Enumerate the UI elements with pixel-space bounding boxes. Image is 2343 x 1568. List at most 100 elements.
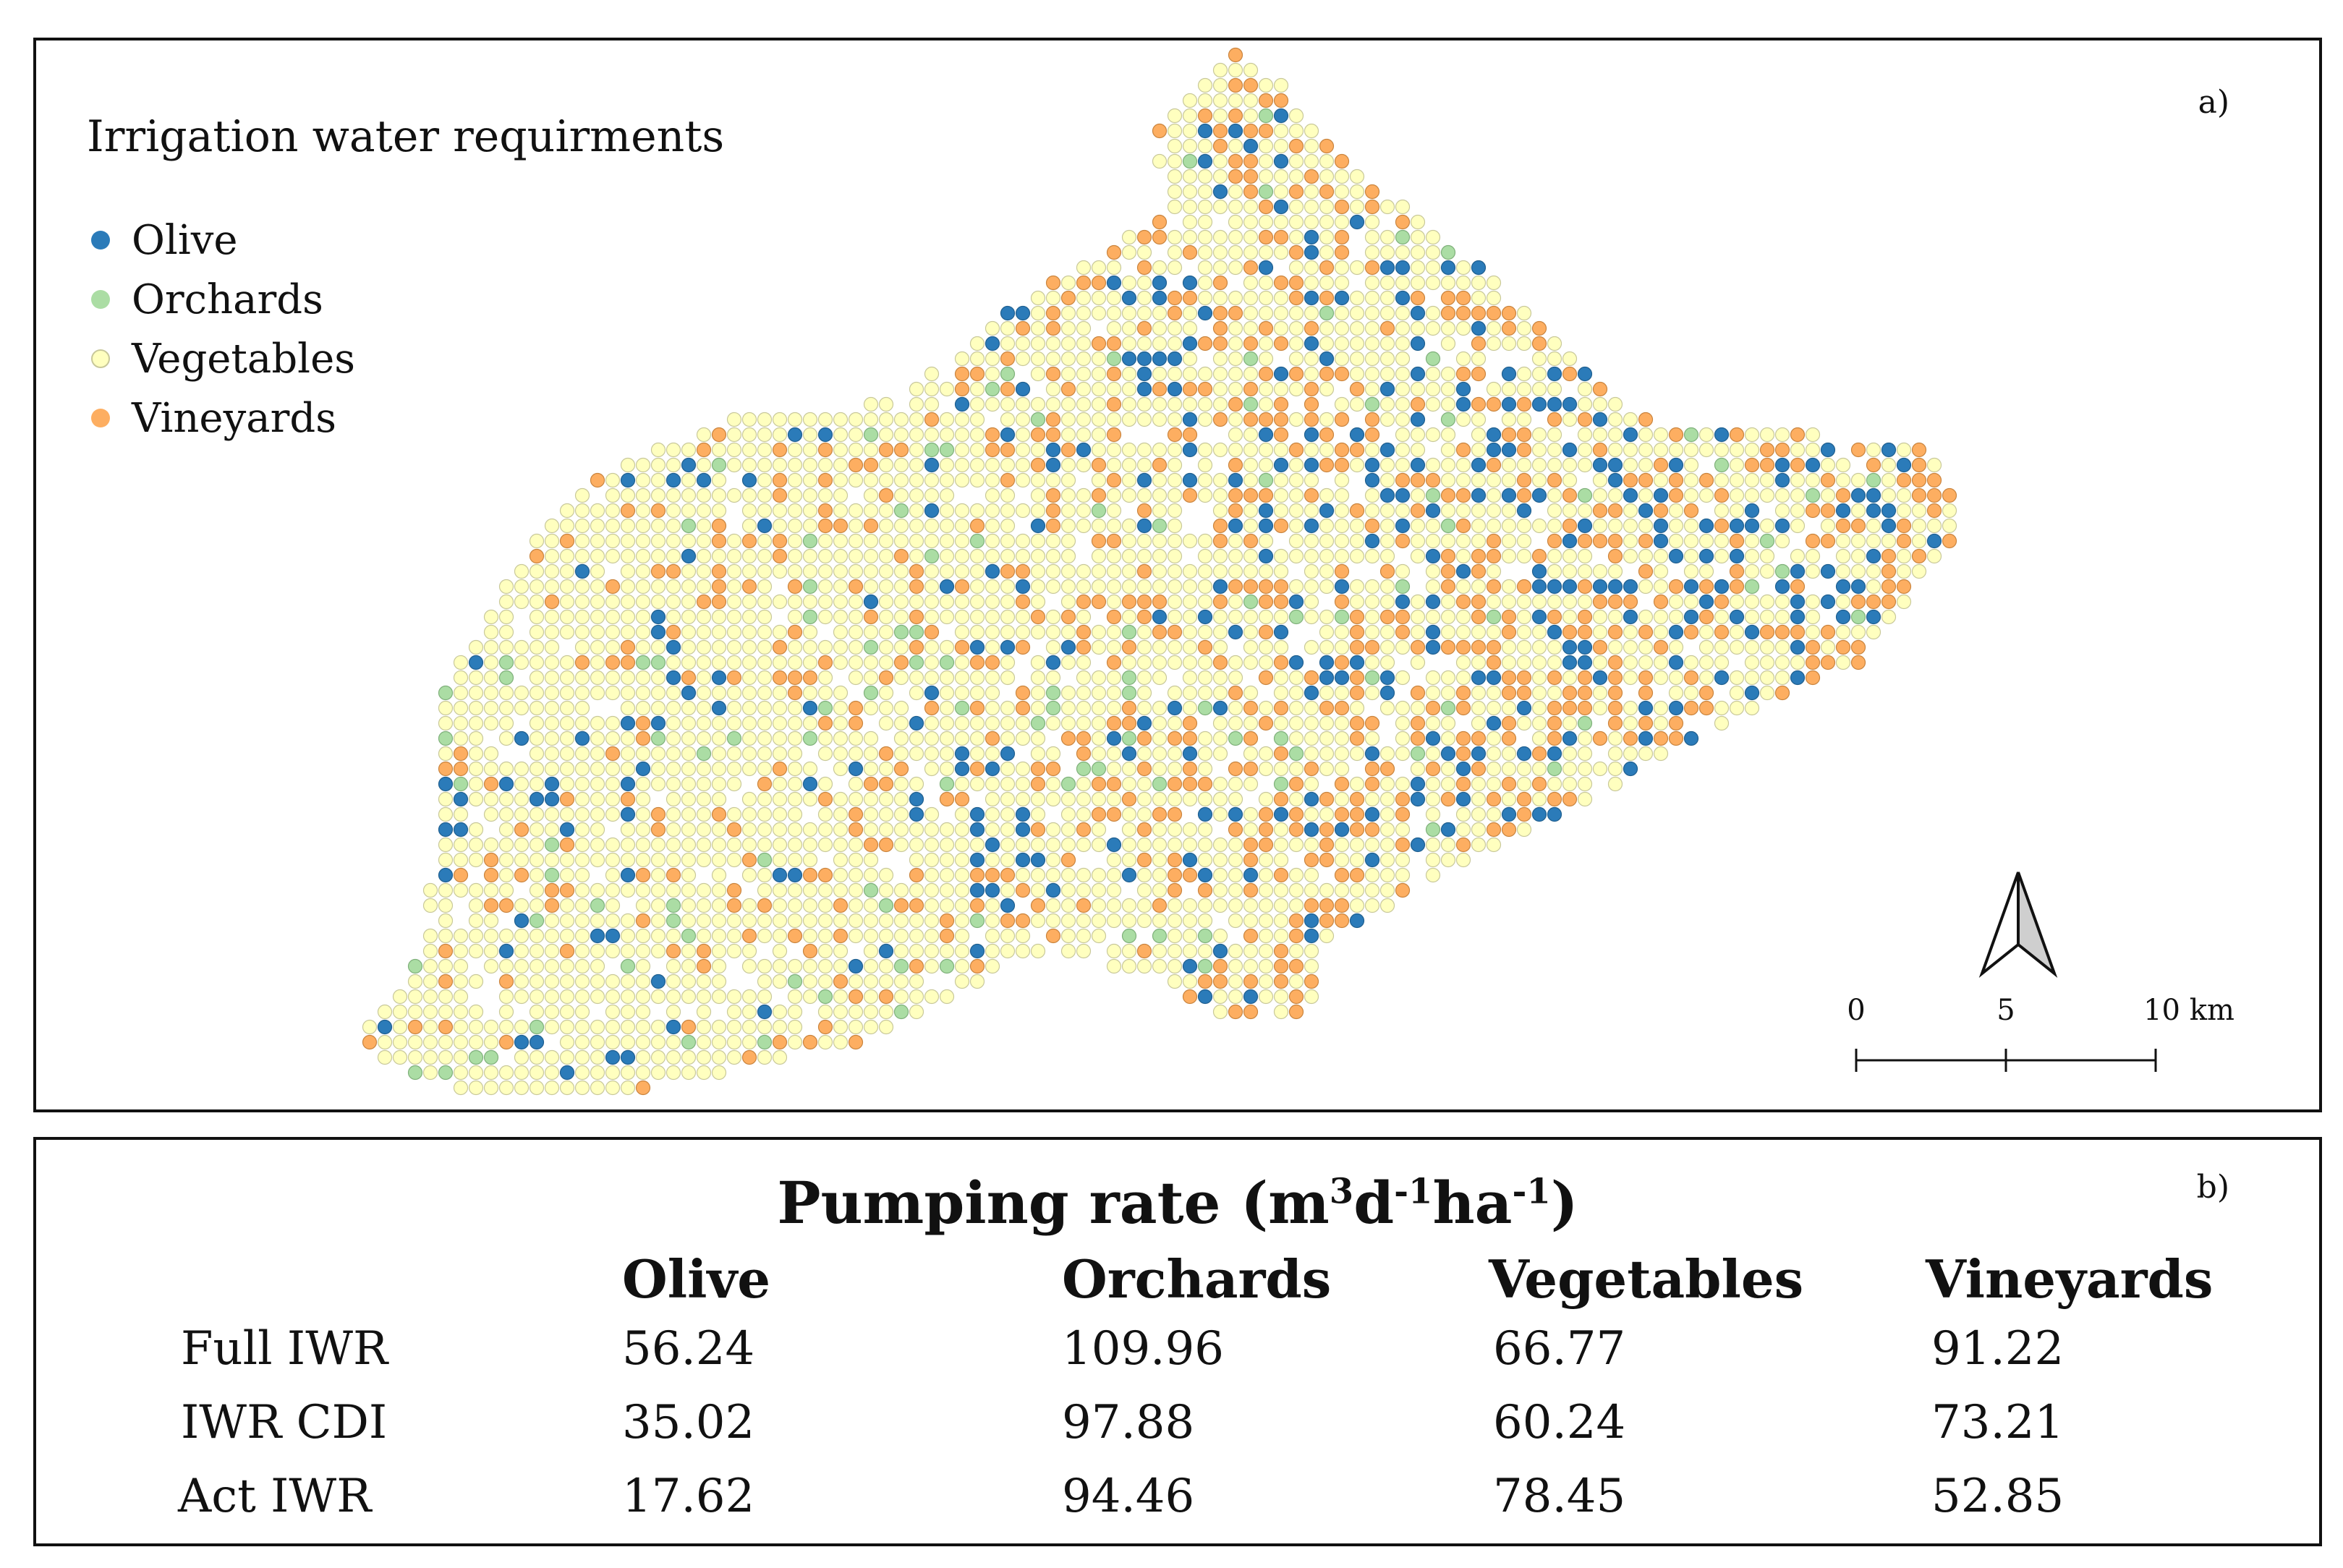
map-point — [1881, 563, 1897, 579]
map-point — [681, 442, 697, 458]
map-point — [1212, 62, 1228, 78]
map-point — [1349, 169, 1365, 184]
map-point — [817, 867, 833, 883]
map-point — [1243, 184, 1259, 200]
map-point — [620, 928, 636, 944]
map-point — [757, 427, 773, 443]
map-point — [939, 822, 955, 838]
map-point — [529, 761, 545, 777]
map-point — [650, 563, 666, 579]
map-point — [620, 791, 636, 807]
map-point — [620, 943, 636, 959]
map-point — [1926, 548, 1942, 564]
map-point — [544, 837, 560, 853]
map-point — [1516, 366, 1532, 382]
map-point — [1304, 457, 1319, 473]
map-point — [1471, 822, 1487, 838]
map-point — [848, 412, 864, 427]
map-point — [954, 624, 970, 640]
map-point — [726, 670, 742, 686]
map-point — [1319, 518, 1335, 534]
map-point — [544, 685, 560, 701]
map-point — [757, 746, 773, 762]
map-point — [1197, 214, 1213, 230]
map-point — [1486, 442, 1502, 458]
map-point — [635, 973, 651, 989]
map-point — [1273, 396, 1289, 412]
map-point — [1000, 457, 1016, 473]
map-point — [1197, 275, 1213, 291]
map-point — [1820, 594, 1836, 610]
map-point — [954, 457, 970, 473]
map-point — [833, 852, 849, 868]
map-point — [711, 989, 727, 1005]
map-point — [559, 685, 575, 701]
map-point — [985, 837, 1000, 853]
map-point — [1304, 776, 1319, 792]
map-point — [1288, 943, 1304, 959]
map-point — [1136, 761, 1152, 777]
map-point — [1182, 913, 1198, 929]
map-point — [1395, 730, 1411, 746]
map-point — [863, 882, 879, 898]
map-point — [453, 730, 469, 746]
map-point — [1167, 533, 1183, 549]
map-point — [1258, 594, 1274, 610]
map-point — [666, 487, 681, 503]
map-point — [1000, 609, 1016, 625]
map-point — [802, 563, 818, 579]
map-point — [1349, 336, 1365, 351]
map-point — [1243, 123, 1259, 139]
map-point — [1045, 609, 1061, 625]
map-point — [1167, 852, 1183, 868]
map-point — [741, 533, 757, 549]
map-point — [605, 1080, 621, 1096]
map-point — [1668, 670, 1684, 686]
map-point — [1805, 472, 1821, 488]
map-point — [1881, 609, 1897, 625]
map-point — [1850, 579, 1866, 595]
map-point — [1228, 108, 1243, 124]
map-point — [529, 1019, 545, 1035]
map-point — [498, 958, 514, 974]
map-point — [483, 1080, 499, 1096]
map-point — [1410, 746, 1426, 762]
map-point — [1106, 336, 1122, 351]
map-point — [1592, 412, 1608, 427]
map-point — [1531, 791, 1547, 807]
map-point — [711, 655, 727, 670]
map-point — [1121, 457, 1137, 473]
map-point — [574, 624, 590, 640]
map-point — [1258, 442, 1274, 458]
map-point — [1045, 867, 1061, 883]
map-point — [498, 776, 514, 792]
map-point — [1926, 518, 1942, 534]
map-point — [848, 609, 864, 625]
map-point — [1607, 715, 1623, 731]
map-point — [1182, 381, 1198, 397]
map-point — [1273, 305, 1289, 321]
map-point — [362, 1019, 378, 1035]
map-point — [1288, 958, 1304, 974]
map-point — [559, 624, 575, 640]
map-point — [1410, 700, 1426, 716]
map-point — [483, 685, 499, 701]
map-point — [407, 1019, 423, 1035]
map-point — [407, 1049, 423, 1065]
map-point — [1167, 153, 1183, 169]
map-point — [1304, 791, 1319, 807]
map-point — [635, 867, 651, 883]
map-point — [1455, 396, 1471, 412]
map-point — [1455, 442, 1471, 458]
map-point — [514, 852, 530, 868]
map-point — [1030, 715, 1046, 731]
map-point — [1212, 791, 1228, 807]
map-point — [757, 442, 773, 458]
map-point — [1000, 381, 1016, 397]
map-point — [666, 989, 681, 1005]
map-point — [1106, 837, 1122, 853]
map-point — [833, 1019, 849, 1035]
map-point — [1440, 685, 1456, 701]
map-point — [620, 913, 636, 929]
map-point — [559, 730, 575, 746]
